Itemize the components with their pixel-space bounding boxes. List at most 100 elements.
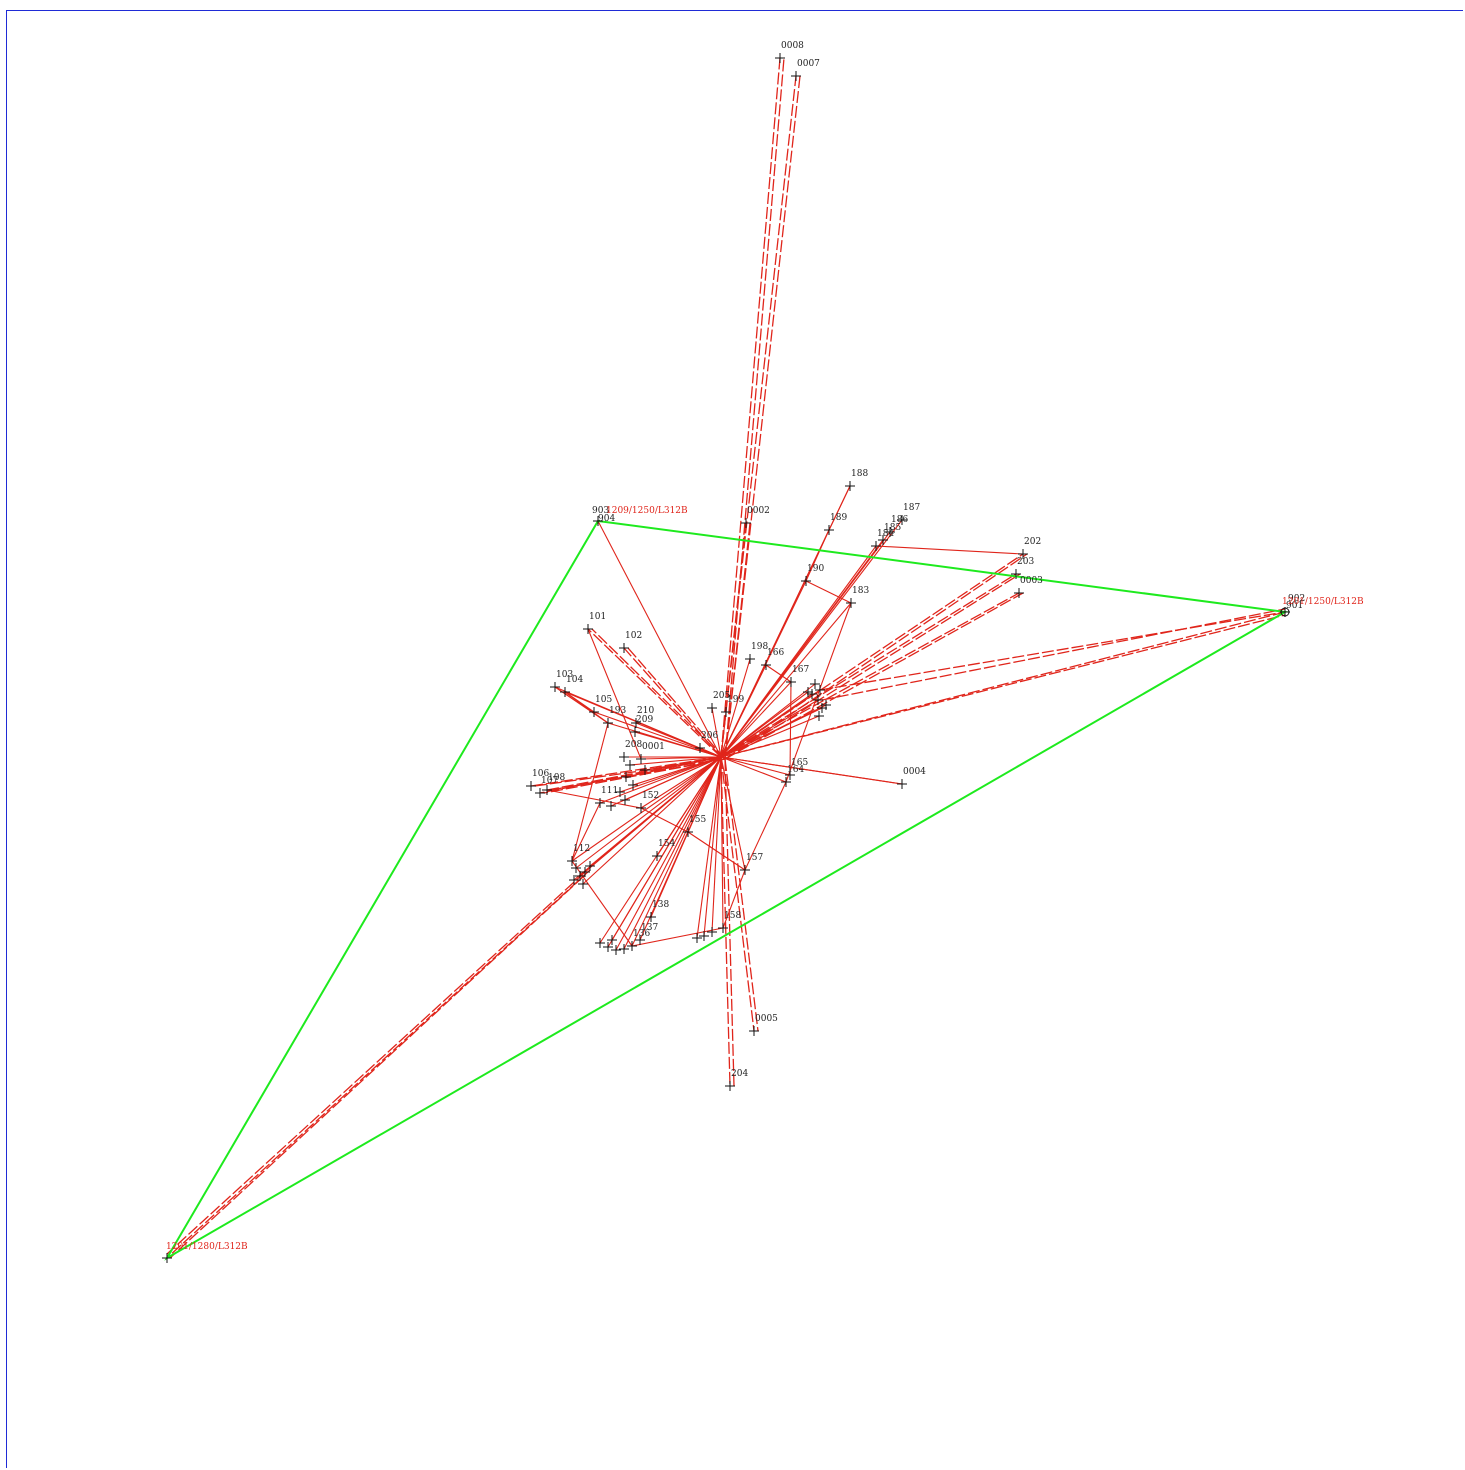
point-label: 205: [713, 691, 730, 701]
point-cross: [571, 863, 581, 873]
point-label: 165: [791, 758, 808, 768]
solid-ray: [720, 756, 724, 929]
point-label: 0008: [781, 41, 804, 51]
dashed-ray: [720, 756, 731, 1087]
point-cross: [607, 935, 617, 945]
point-label: 0001: [642, 742, 665, 752]
point-label: 190: [807, 564, 824, 574]
point-cross: [740, 865, 750, 875]
point-label: 164: [787, 765, 804, 775]
point-cross: [1014, 588, 1024, 598]
connector-line: [587, 628, 642, 760]
point-label: 112: [573, 844, 590, 854]
solid-ray: [720, 658, 751, 758]
drawing-frame: [6, 10, 1463, 1468]
connector-line: [789, 681, 792, 776]
connector-line: [631, 927, 724, 947]
point-cross: [560, 687, 570, 697]
point-cross: [595, 938, 605, 948]
dashed-ray: [720, 611, 1286, 758]
point-cross: [631, 718, 641, 728]
dashed-ray: [724, 75, 801, 760]
dashed-ray: [166, 869, 591, 1259]
solid-ray: [597, 520, 722, 758]
control-triangle: [164, 519, 1289, 1261]
dashed-ray: [720, 57, 781, 758]
dashed-ray: [166, 861, 597, 1255]
dashed-ray: [720, 75, 797, 758]
point-cross: [569, 875, 579, 885]
point-cross: [821, 700, 831, 710]
solid-ray: [720, 756, 791, 776]
dashed-ray: [728, 614, 1286, 756]
point-cross: [775, 53, 785, 63]
point-cross: [589, 707, 599, 717]
solid-ray: [720, 756, 903, 785]
dashed-ray: [169, 875, 585, 1259]
point-label: 101: [589, 612, 606, 622]
point-cross: [871, 541, 881, 551]
dashed-ray: [720, 756, 755, 1032]
connector-line: [571, 802, 601, 862]
solid-ray: [623, 756, 722, 950]
point-label: 108: [548, 773, 565, 783]
solid-ray: [720, 704, 827, 758]
connector-line: [744, 781, 787, 871]
point-cross: [636, 803, 646, 813]
point-cross: [636, 754, 646, 764]
point-label: 106: [532, 769, 549, 779]
point-cross: [699, 931, 709, 941]
point-label: 188: [851, 469, 868, 479]
point-cross: [897, 515, 907, 525]
point-cross: [791, 71, 801, 81]
point-label: 210: [637, 706, 654, 716]
point-cross: [652, 851, 662, 861]
point-label: 203: [1017, 557, 1034, 567]
dashed-ray: [530, 756, 722, 787]
solid-ray: [635, 722, 722, 758]
point-label: 199: [727, 695, 744, 705]
point-cross: [575, 871, 585, 881]
connector-line: [571, 722, 609, 862]
dashed-ray: [724, 592, 1024, 760]
point-cross: [801, 576, 811, 586]
point-cross: [611, 945, 621, 955]
connector-line: [828, 485, 851, 531]
point-label: 136: [633, 929, 650, 939]
dashed-ray: [623, 647, 722, 758]
point-label: 204: [731, 1069, 748, 1079]
point-cross: [578, 879, 588, 889]
point-label: 185: [884, 523, 901, 533]
point-cross: [824, 525, 834, 535]
point-cross: [810, 679, 820, 689]
point-cross: [845, 481, 855, 491]
point-label: 0005: [755, 1014, 778, 1024]
point-label: 198: [751, 642, 768, 652]
point-label: 183: [852, 586, 869, 596]
point-cross: [749, 1026, 759, 1036]
point-cross: [813, 695, 823, 705]
solid-ray: [582, 756, 722, 885]
station-cross: [1280, 607, 1290, 617]
solid-ray: [599, 756, 722, 944]
solid-ray: [640, 756, 722, 760]
point-cross: [725, 1081, 735, 1091]
point-cross: [567, 856, 577, 866]
point-label: 137: [641, 923, 658, 933]
point-cross: [885, 527, 895, 537]
connector-line: [640, 807, 689, 833]
point-cross: [627, 941, 637, 951]
dashed-ray: [627, 647, 726, 760]
point-cross: [1011, 569, 1021, 579]
point-cross: [846, 598, 856, 608]
dashed-ray: [720, 522, 747, 758]
connector-line: [554, 686, 609, 724]
point-cross: [707, 927, 717, 937]
solid-ray: [573, 756, 722, 881]
solid-ray: [687, 756, 722, 833]
dashed-ray: [821, 608, 1286, 701]
dashed-ray: [720, 553, 1024, 758]
point-label: 206: [701, 731, 718, 741]
point-label: 155: [689, 815, 706, 825]
point-label: 105: [595, 695, 612, 705]
